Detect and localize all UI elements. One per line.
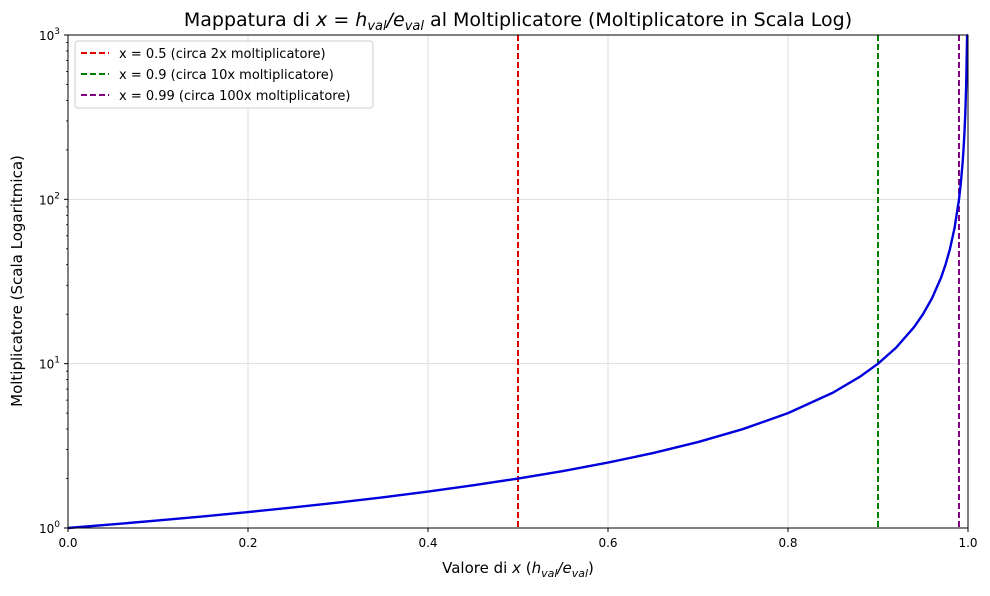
title-math-slash: /: [385, 9, 396, 31]
y-tick-exp-0: 0: [54, 520, 60, 530]
xlabel-math-e: e: [562, 559, 571, 577]
xlabel-math-slash: /: [555, 559, 564, 577]
title-math-sub2: val: [405, 19, 425, 34]
y-tick-label-1: 101: [39, 356, 60, 372]
x-tick-label-2: 0.4: [418, 536, 437, 550]
chart-title: Mappatura di x = hval/eval al Moltiplica…: [184, 9, 852, 34]
xlabel-math-sub2: val: [572, 567, 588, 580]
y-tick-exp-3: 3: [54, 27, 60, 37]
y-tick-label-2: 102: [39, 191, 60, 207]
legend-label-2: x = 0.99 (circa 100x moltiplicatore): [119, 89, 350, 104]
xlabel-close: ): [588, 559, 594, 577]
x-axis-ticks: 0.0 0.2 0.4 0.6 0.8 1.0: [58, 528, 978, 550]
legend: x = 0.5 (circa 2x moltiplicatore) x = 0.9…: [74, 40, 374, 109]
title-suffix: al Moltiplicatore (Moltiplicatore in Sca…: [424, 9, 852, 31]
y-tick-base-3: 10: [39, 29, 54, 43]
y-tick-base-1: 10: [39, 358, 54, 372]
x-tick-label-1: 0.2: [238, 536, 257, 550]
y-tick-exp-1: 1: [54, 356, 60, 366]
xlabel-math-h: h: [532, 559, 542, 577]
y-tick-label-3: 103: [39, 27, 60, 43]
y-tick-exp-2: 2: [54, 191, 60, 201]
title-math-sub1: val: [367, 19, 387, 34]
xlabel-math-x: x: [511, 559, 521, 577]
title-math-x: x: [315, 9, 328, 31]
x-tick-label-4: 0.8: [778, 536, 797, 550]
legend-entries: x = 0.5 (circa 2x moltiplicatore) x = 0.9…: [81, 47, 350, 104]
plot-frame: [67, 34, 969, 529]
legend-box: [74, 40, 374, 109]
title-math-e: e: [393, 9, 405, 31]
xlabel-open: (: [521, 559, 532, 577]
reference-lines: [517, 35, 960, 528]
x-tick-label-3: 0.6: [598, 536, 617, 550]
xlabel-math-sub1: val: [541, 567, 557, 580]
title-prefix: Mappatura di: [184, 9, 316, 31]
y-tick-base-0: 10: [39, 522, 54, 536]
legend-label-1: x = 0.9 (circa 10x moltiplicatore): [119, 68, 334, 83]
legend-label-0: x = 0.5 (circa 2x moltiplicatore): [119, 47, 326, 62]
x-tick-label-5: 1.0: [958, 536, 977, 550]
x-axis-label: Valore di x (hval/eval): [442, 559, 594, 580]
multiplier-curve: [67, 34, 969, 530]
y-tick-label-0: 100: [39, 520, 60, 536]
title-math-eq: =: [327, 9, 355, 31]
y-tick-base-2: 10: [39, 193, 54, 207]
xlabel-prefix: Valore di: [442, 559, 512, 577]
title-math-h: h: [355, 9, 367, 31]
y-axis-label: Moltiplicatore (Scala Logaritmica): [8, 155, 26, 407]
x-tick-label-0: 0.0: [58, 536, 77, 550]
